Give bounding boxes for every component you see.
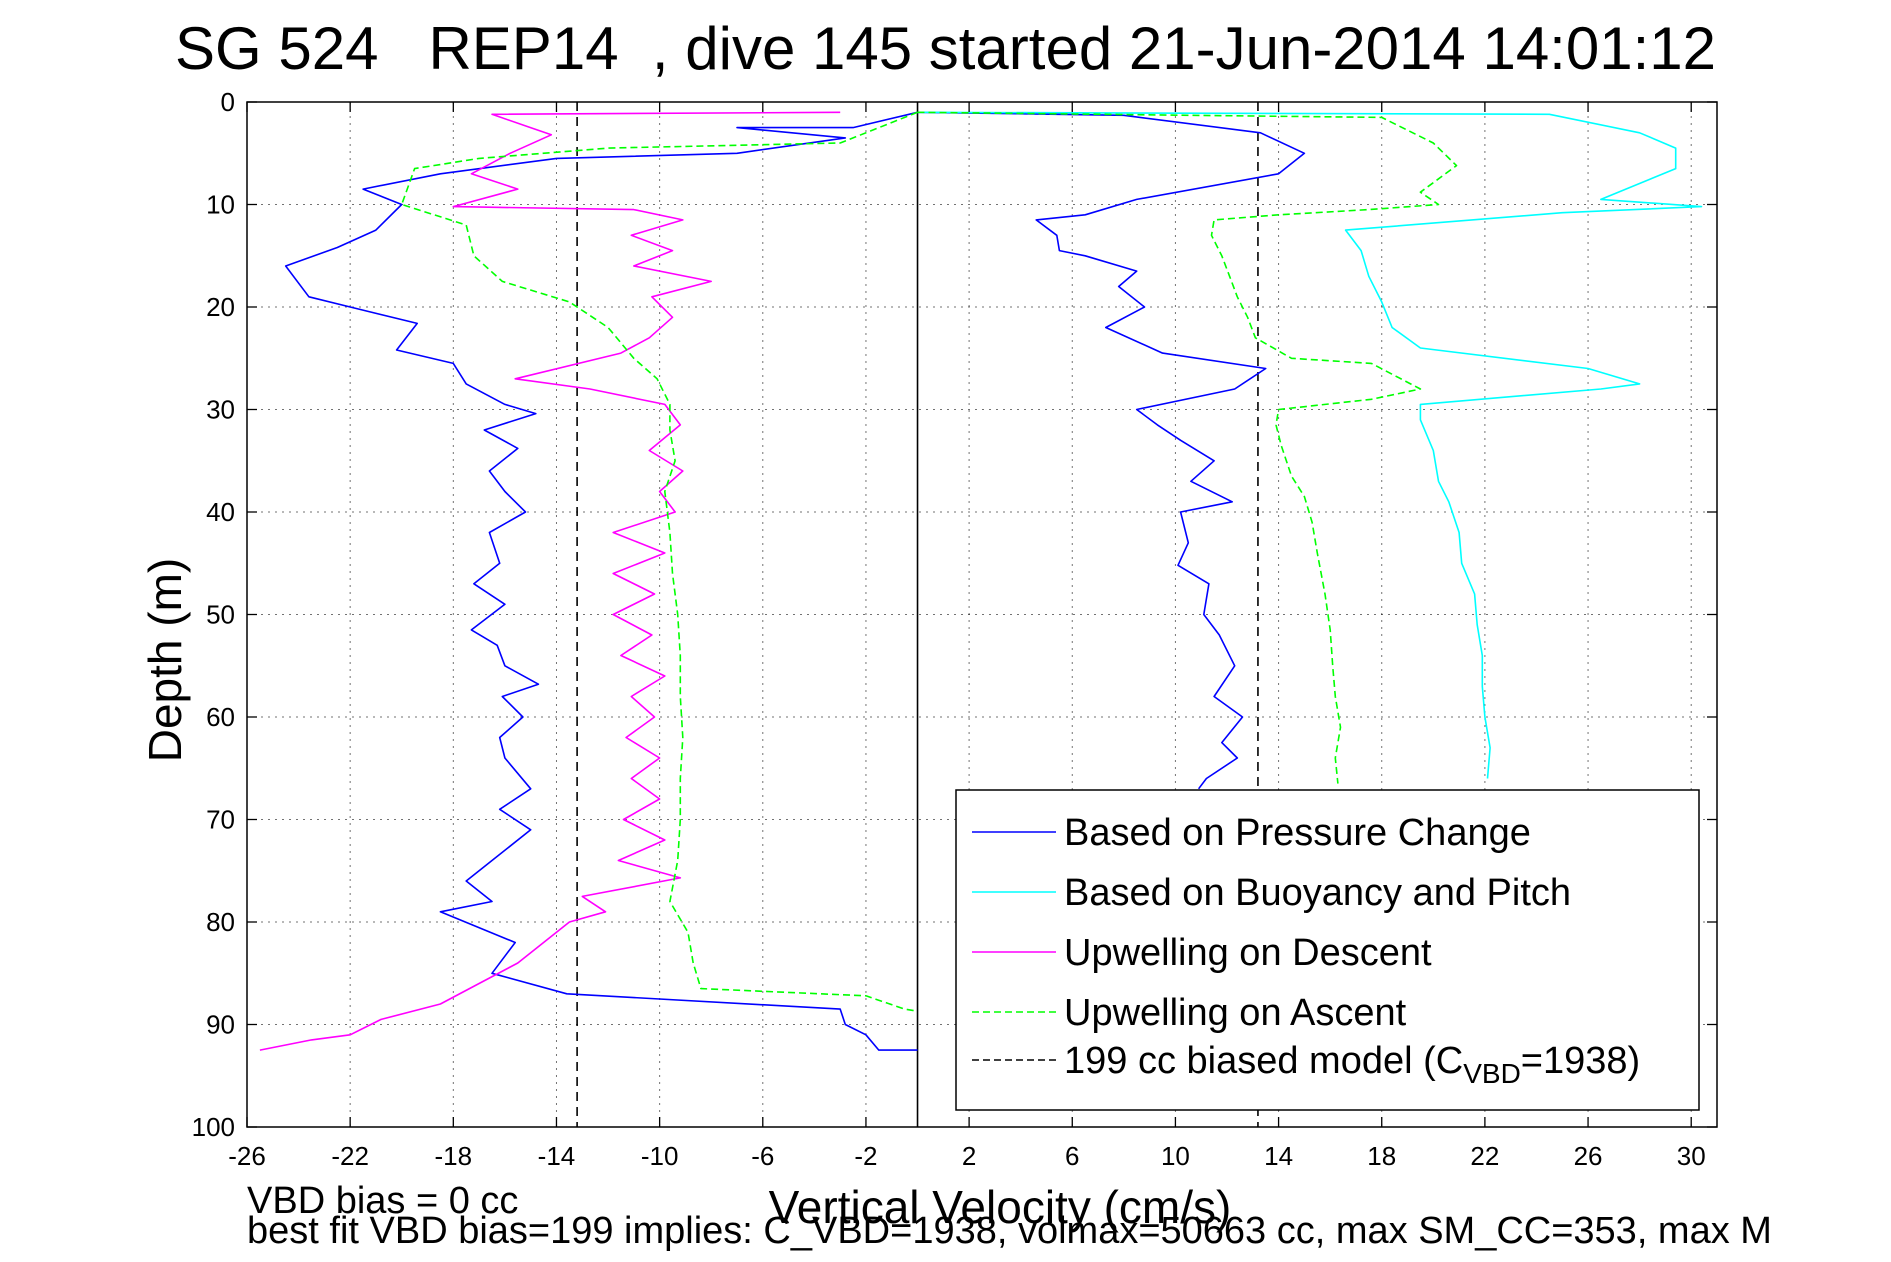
x-tick-label: 14 <box>1264 1141 1293 1171</box>
footer-best-fit: best fit VBD bias=199 implies: C_VBD=193… <box>247 1210 1772 1252</box>
y-tick-label: 30 <box>206 395 235 425</box>
y-tick-label: 20 <box>206 292 235 322</box>
legend: Based on Pressure Change Based on Buoyanc… <box>955 789 1700 1111</box>
y-tick-label: 10 <box>206 190 235 220</box>
x-axis-label: Vertical Velocity (cm/s) <box>768 1181 1232 1233</box>
x-tick-label: -26 <box>228 1141 266 1171</box>
series-line-upwelling-on-descent-3 <box>259 111 841 1051</box>
y-tick-label: 0 <box>221 87 235 117</box>
x-tick-label: 18 <box>1367 1141 1396 1171</box>
legend-label: Based on Pressure Change <box>1064 812 1531 854</box>
series-line-upwelling-on-ascent-4 <box>400 111 918 1012</box>
x-tick-label: -18 <box>435 1141 473 1171</box>
x-tick-label: 10 <box>1161 1141 1190 1171</box>
reference-lines <box>576 102 1259 1127</box>
chart-title: SG 524 REP14 , dive 145 started 21-Jun-2… <box>174 15 1716 82</box>
x-tick-label: 22 <box>1470 1141 1499 1171</box>
legend-box <box>955 789 1700 1111</box>
y-tick-label: 60 <box>206 702 235 732</box>
y-axis-label: Depth (m) <box>139 557 191 763</box>
legend-suffix: =1938) <box>1521 1040 1640 1082</box>
series-line-based-on-buoyancy-and-pitch-2 <box>917 111 1703 779</box>
x-tick-label: 2 <box>962 1141 976 1171</box>
y-tick-label: 70 <box>206 805 235 835</box>
y-tick-label: 80 <box>206 907 235 937</box>
series-layer <box>259 111 1703 1051</box>
x-tick-label: -10 <box>641 1141 679 1171</box>
y-tick-label: 100 <box>192 1112 235 1142</box>
tick-layer: -26 -22 -18 -14 -10 -6 -2 2 6 10 14 18 22 26 300102030… <box>192 87 1717 1171</box>
x-tick-label: 6 <box>1065 1141 1079 1171</box>
legend-label: Based on Buoyancy and Pitch <box>1064 872 1571 914</box>
series-line-upwelling-on-ascent-5 <box>917 111 1458 784</box>
legend-label: Upwelling on Descent <box>1064 932 1432 974</box>
y-tick-label: 40 <box>206 497 235 527</box>
series-line-based-on-pressure-change-0 <box>284 111 918 1051</box>
x-tick-label: -2 <box>854 1141 877 1171</box>
legend-label: Upwelling on Ascent <box>1064 992 1407 1034</box>
x-tick-label: -22 <box>331 1141 369 1171</box>
x-tick-label: 30 <box>1677 1141 1706 1171</box>
x-tick-label: 26 <box>1574 1141 1603 1171</box>
y-tick-label: 50 <box>206 600 235 630</box>
x-tick-label: -6 <box>751 1141 774 1171</box>
footer-vbd-bias: VBD bias = 0 cc <box>247 1180 519 1222</box>
x-tick-label: -14 <box>538 1141 576 1171</box>
series-line-based-on-pressure-change-1 <box>917 111 1306 790</box>
y-tick-label: 90 <box>206 1010 235 1040</box>
legend-label: 199 cc biased model (CVBD=1938) <box>1064 1040 1640 1089</box>
legend-subscript: VBD <box>1463 1058 1521 1089</box>
